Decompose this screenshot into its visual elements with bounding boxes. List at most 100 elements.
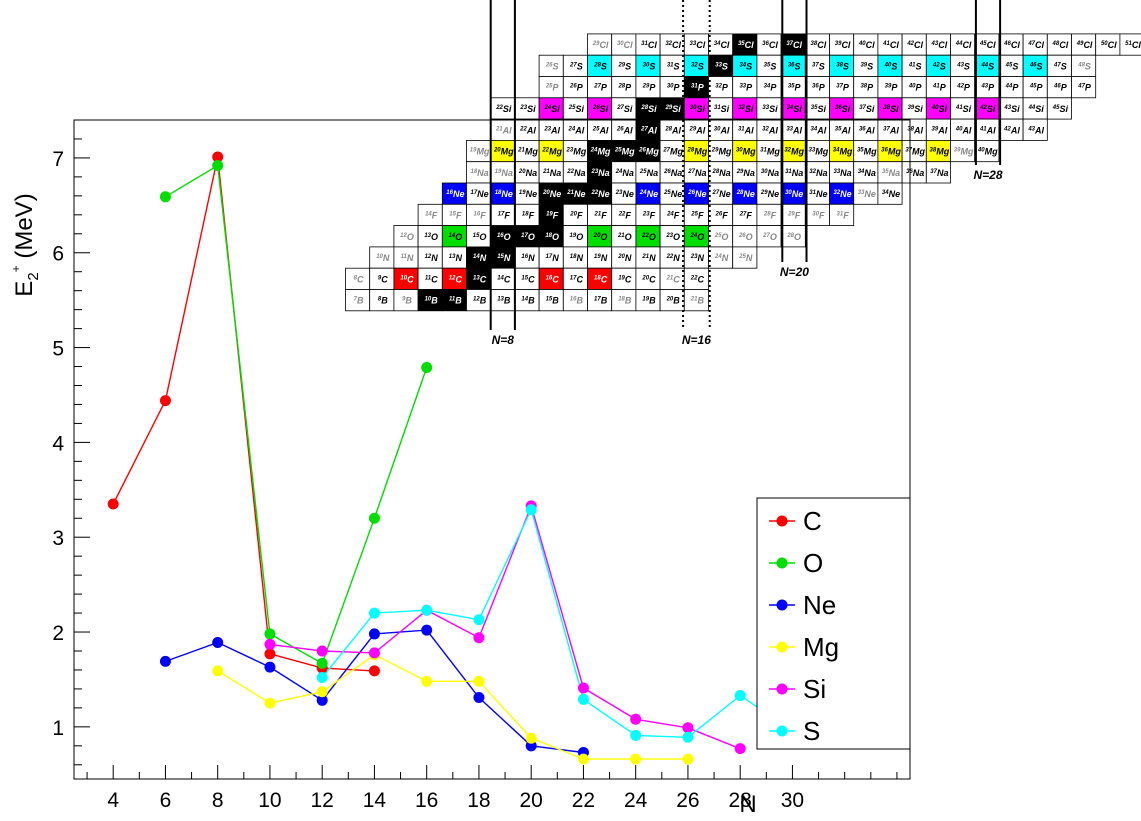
nuclide-label-Cl-30: 30Cl [617, 40, 633, 50]
nuclide-label-Mg-28: 28Mg [687, 147, 708, 157]
data-point-Mg-N16 [421, 675, 433, 687]
nuclide-label-Al-36: 36Al [859, 125, 875, 135]
nuclide-label-S-48: 48S [1077, 61, 1091, 71]
nuclide-label-Na-20: 20Na [518, 168, 537, 178]
nuclide-label-P-36: 36P [812, 83, 826, 93]
nuclide-label-Si-41: 41Si [955, 104, 972, 114]
nuclide-label-P-44: 44P [1005, 83, 1020, 93]
x-tick-label-6: 6 [160, 789, 172, 812]
y-axis-title-unit: (MeV) [11, 193, 38, 265]
nuclide-label-B-9: 9B [402, 296, 412, 306]
nuclide-label-Na-27: 27Na [687, 168, 706, 178]
nuclide-label-Si-27: 27Si [616, 104, 633, 114]
nuclide-label-P-29: 29P [642, 83, 657, 93]
data-point-S-N22 [577, 693, 589, 705]
nuclide-label-F-27: 27F [739, 210, 753, 220]
nuclide-label-N-21: 21N [641, 253, 656, 263]
nuclide-label-Si-33: 33Si [762, 104, 778, 114]
data-point-S-N12 [316, 672, 328, 684]
nuclide-label-P-40: 40P [908, 83, 923, 93]
nuclide-label-Al-31: 31Al [738, 125, 754, 135]
nuclide-label-Mg-21: 21Mg [517, 147, 538, 157]
nuclide-label-F-26: 26F [715, 210, 729, 220]
nuclide-label-O-13: 13O [424, 232, 438, 242]
nuclide-label-Mg-36: 36Mg [881, 147, 901, 157]
nuclide-label-Cl-46: 46Cl [1003, 40, 1020, 50]
magic-label-N16: N=16 [682, 333, 711, 347]
nuclide-label-Na-34: 34Na [858, 168, 876, 178]
nuclide-label-Al-41: 41Al [979, 125, 996, 135]
nuclide-label-S-35: 35S [764, 61, 777, 71]
x-tick-label-26: 26 [676, 789, 699, 812]
nuclide-cell-P-47 [1071, 76, 1097, 99]
x-axis-title: N [739, 791, 756, 818]
data-series [107, 151, 798, 765]
nuclide-label-Na-33: 33Na [833, 168, 851, 178]
data-point-Ne-N14 [368, 628, 380, 640]
nuclide-label-Cl-49: 49Cl [1076, 40, 1093, 50]
nuclide-label-Al-39: 39Al [932, 125, 948, 135]
data-point-O-N16 [421, 361, 433, 373]
nuclide-label-O-18: 18O [545, 232, 559, 242]
nuclide-label-P-35: 35P [788, 83, 802, 93]
nuclide-label-Mg-39: 39Mg [954, 147, 974, 157]
nuclide-label-P-27: 27P [593, 83, 608, 93]
nuclide-label-Si-42: 42Si [979, 104, 996, 114]
nuclide-label-Al-35: 35Al [835, 125, 851, 135]
nuclide-label-Mg-33: 33Mg [809, 147, 829, 157]
nuclide-label-Cl-42: 42Cl [906, 40, 923, 50]
nuclide-label-Ne-18: 18Ne [495, 189, 513, 199]
nuclide-label-C-9: 9C [378, 274, 388, 284]
plot-frame [73, 119, 911, 780]
nuclide-label-S-36: 36S [788, 61, 801, 71]
nuclide-label-Al-25: 25Al [592, 125, 609, 135]
legend-label-Ne: Ne [803, 590, 836, 620]
data-point-Mg-N26 [682, 753, 694, 765]
nuclide-label-Cl-51: 51Cl [1125, 40, 1141, 50]
legend-marker-Si [776, 683, 788, 695]
data-point-Ne-N20 [525, 740, 537, 752]
data-point-Si-N18 [473, 632, 485, 644]
nuclide-label-F-31: 31F [837, 210, 850, 220]
nuclide-label-S-41: 41S [908, 61, 922, 71]
data-point-Si-N26 [682, 722, 694, 734]
nuclide-label-O-21: 21O [617, 232, 632, 242]
nuclide-label-P-34: 34P [764, 83, 778, 93]
nuclide-label-B-11: 11B [449, 296, 462, 306]
nuclide-label-Si-31: 31Si [714, 104, 730, 114]
nuclide-label-S-47: 47S [1053, 61, 1067, 71]
nuclide-label-N-10: 10N [376, 253, 390, 263]
nuclide-label-P-33: 33P [739, 83, 753, 93]
nuclide-label-Mg-24: 24Mg [590, 147, 611, 157]
nuclide-label-Al-27: 27Al [640, 125, 657, 135]
nuclide-label-N-11: 11N [401, 253, 414, 263]
nuclide-label-O-24: 24O [690, 232, 705, 242]
nuclide-label-Ne-27: 27Ne [711, 189, 730, 199]
nuclide-label-S-44: 44S [980, 61, 994, 71]
nuclide-label-Cl-50: 50Cl [1101, 40, 1117, 50]
nuclide-label-S-28: 28S [593, 61, 607, 71]
nuclide-label-Na-24: 24Na [615, 168, 634, 178]
data-point-Si-N24 [630, 713, 642, 725]
nuclide-label-Mg-29: 29Mg [711, 147, 732, 157]
y-tick-label-3: 3 [52, 527, 64, 550]
data-point-Si-N12 [316, 645, 328, 657]
nuclide-label-B-20: 20B [666, 296, 681, 306]
nuclide-label-O-20: 20O [593, 232, 608, 242]
nuclide-label-Si-28: 28Si [640, 104, 657, 114]
nuclide-label-S-32: 32S [691, 61, 704, 71]
nuclide-cell-B-21 [683, 289, 709, 312]
nuclide-label-N-13: 13N [449, 253, 463, 263]
y-tick-label-5: 5 [52, 338, 64, 361]
nuclide-label-N-18: 18N [570, 253, 584, 263]
nuclide-label-S-31: 31S [667, 61, 680, 71]
data-point-Mg-N10 [264, 697, 276, 709]
nuclide-label-Ne-23: 23Ne [615, 189, 634, 199]
nuclide-label-P-46: 46P [1053, 83, 1068, 93]
nuclide-label-Na-31: 31Na [785, 168, 803, 178]
nuclide-label-O-19: 19O [570, 232, 584, 242]
nuclide-label-Si-36: 36Si [835, 104, 851, 114]
y-axis: 1 2 3 4 5 6 7 [52, 119, 90, 766]
nuclide-label-B-16: 16B [570, 296, 584, 306]
nuclide-label-F-25: 25F [690, 210, 704, 220]
